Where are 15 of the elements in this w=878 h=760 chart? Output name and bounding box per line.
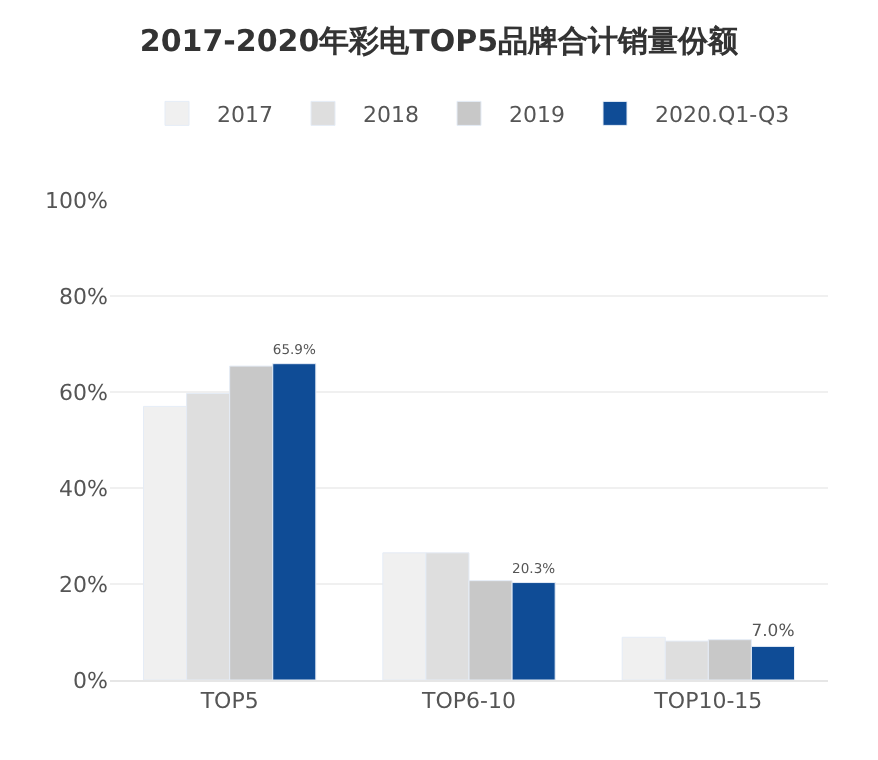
x-tick-label: TOP5 [198,688,259,715]
y-tick-label: 60% [59,379,108,406]
legend-label: 2019 [509,101,565,128]
y-tick-label: 80% [59,283,108,310]
legend-label: 2017 [217,101,273,128]
x-tick-label: TOP10-15 [652,688,763,715]
legend-label: 2018 [363,101,419,128]
x-tick-label: TOP6-10 [420,688,516,715]
data-label: 7.0% [751,619,795,640]
y-tick-label: 20% [59,571,108,598]
legend-label: 2020.Q1-Q3 [655,101,790,128]
y-tick-label: 0% [73,667,108,694]
y-tick-label: 40% [59,475,108,502]
chart-title: 2017-2020年彩电TOP5品牌合计销量份额 [139,23,741,60]
y-tick-label: 100% [45,187,108,214]
